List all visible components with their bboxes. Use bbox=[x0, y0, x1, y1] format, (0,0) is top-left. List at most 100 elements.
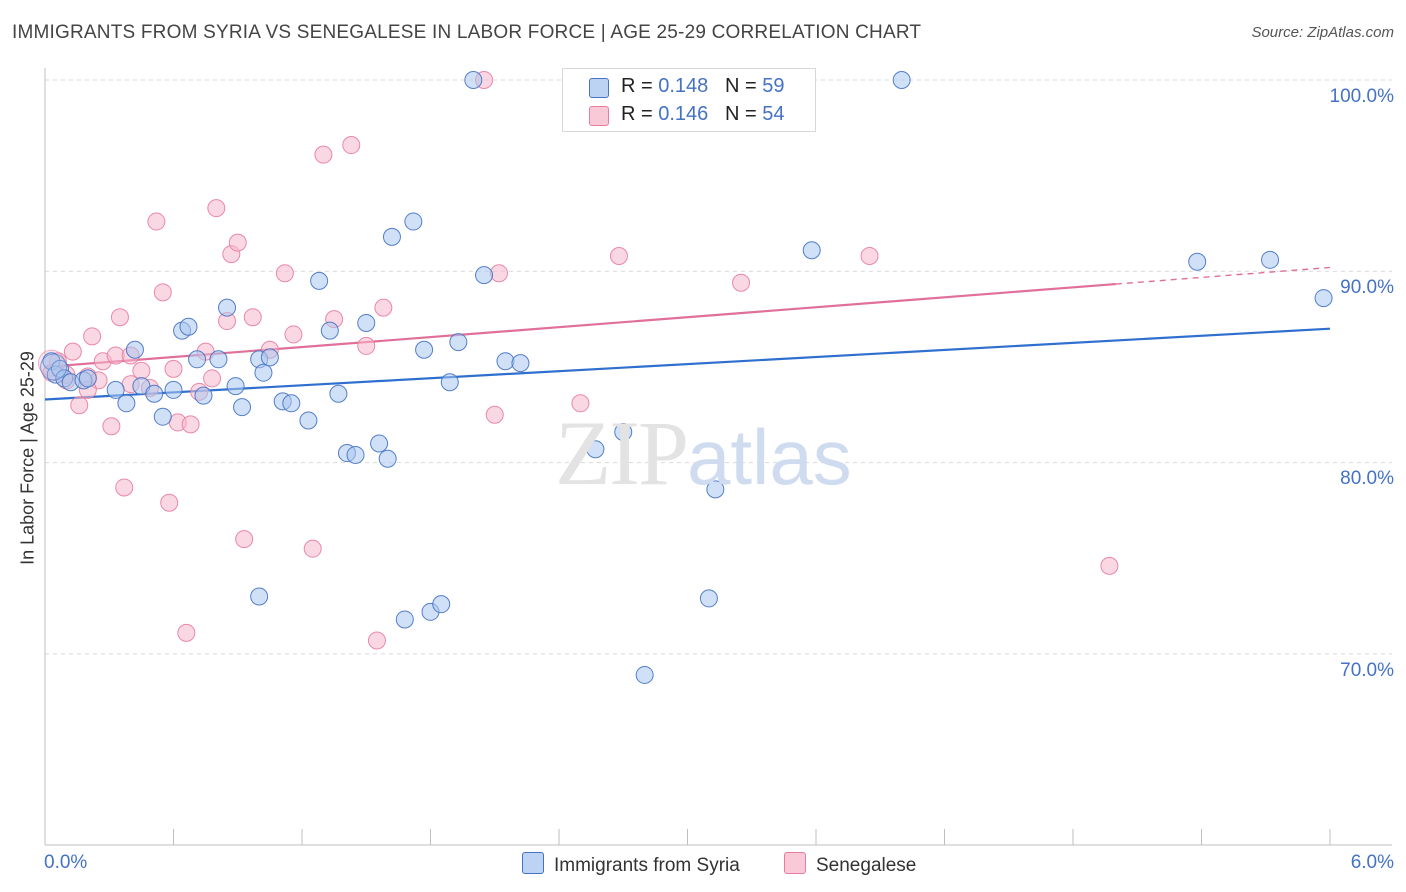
senegalese-point bbox=[147, 212, 166, 231]
syria-point bbox=[188, 350, 207, 369]
legend-n-label: N = bbox=[724, 103, 757, 125]
bottom-legend-syria: Immigrants from Syria bbox=[522, 852, 740, 877]
syria-point bbox=[164, 380, 183, 399]
syria-point bbox=[449, 333, 468, 352]
syria-point bbox=[464, 71, 483, 89]
senegalese-point bbox=[571, 394, 590, 413]
senegalese-point bbox=[342, 136, 361, 155]
syria-point bbox=[475, 266, 494, 285]
syria-point bbox=[145, 384, 164, 403]
syria-point bbox=[329, 384, 348, 403]
syria-point bbox=[586, 440, 605, 459]
senegalese-point bbox=[181, 415, 200, 434]
axes bbox=[44, 68, 1392, 846]
syria-point bbox=[635, 665, 654, 684]
syria-point bbox=[282, 394, 301, 413]
senegalese-point bbox=[485, 405, 504, 424]
senegalese-point bbox=[1100, 556, 1119, 575]
legend-n-label: N = bbox=[724, 75, 757, 97]
syria-point bbox=[357, 313, 376, 332]
senegalese-point bbox=[132, 361, 151, 380]
senegalese-point bbox=[284, 325, 303, 344]
x-tick-label-max: 6.0% bbox=[1350, 852, 1394, 873]
syria-point bbox=[802, 241, 821, 260]
syria-point bbox=[218, 298, 237, 317]
syria-point bbox=[614, 422, 633, 441]
syria-point bbox=[194, 386, 213, 405]
senegalese-point bbox=[357, 336, 376, 355]
senegalese-point bbox=[164, 359, 183, 378]
senegalese-point bbox=[860, 246, 879, 265]
syria-point bbox=[432, 595, 451, 614]
syria-point bbox=[254, 363, 273, 382]
syria-point bbox=[299, 411, 318, 430]
trendline-syria bbox=[44, 327, 1331, 401]
legend-n-value-syria: 59 bbox=[762, 75, 785, 97]
syria-cluster-point bbox=[40, 353, 68, 381]
senegalese-point bbox=[70, 396, 89, 415]
chart-source: Source: ZipAtlas.com bbox=[1251, 24, 1394, 41]
syria-point bbox=[511, 354, 530, 373]
syria-point bbox=[892, 71, 911, 89]
senegalese-point bbox=[732, 273, 751, 292]
syria-point bbox=[1314, 289, 1333, 308]
legend-r-value-senegalese: 0.146 bbox=[658, 103, 709, 125]
chart-title: IMMIGRANTS FROM SYRIA VS SENEGALESE IN L… bbox=[12, 22, 922, 43]
syria-point bbox=[699, 589, 718, 608]
syria-point bbox=[125, 340, 144, 359]
syria-point bbox=[1188, 252, 1207, 271]
senegalese-point bbox=[203, 369, 222, 388]
points-immigrants-from-syria bbox=[40, 71, 1333, 684]
legend-swatch-senegalese bbox=[589, 106, 609, 126]
syria-point bbox=[346, 445, 365, 464]
senegalese-point bbox=[367, 631, 386, 650]
senegalese-point bbox=[102, 417, 121, 436]
senegalese-point bbox=[490, 264, 509, 283]
legend-swatch-syria bbox=[589, 78, 609, 98]
syria-point bbox=[378, 449, 397, 468]
senegalese-point bbox=[275, 264, 294, 283]
syria-point bbox=[382, 227, 401, 246]
senegalese-point bbox=[303, 539, 322, 558]
senegalese-point bbox=[177, 623, 196, 642]
bottom-legend-swatch-senegalese bbox=[784, 852, 806, 874]
bottom-legend-label-senegalese: Senegalese bbox=[816, 855, 917, 876]
senegalese-point bbox=[106, 346, 125, 365]
syria-point bbox=[370, 434, 389, 453]
syria-point bbox=[250, 587, 269, 606]
y-axis-label: In Labor Force | Age 25-29 bbox=[17, 351, 38, 565]
syria-point bbox=[78, 369, 97, 388]
legend-r-value-syria: 0.148 bbox=[658, 75, 709, 97]
y-tick-label-80: 80.0% bbox=[1340, 468, 1394, 489]
watermark-zip: ZIP bbox=[555, 402, 689, 504]
syria-point bbox=[310, 271, 329, 290]
trendline-senegalese bbox=[44, 266, 1331, 369]
trendline-senegalese-dashed bbox=[1115, 266, 1331, 285]
y-tick-label-90: 90.0% bbox=[1340, 277, 1394, 298]
syria-point bbox=[404, 212, 423, 231]
senegalese-point bbox=[207, 199, 226, 218]
senegalese-point bbox=[160, 493, 179, 512]
gridlines bbox=[45, 79, 1392, 655]
syria-point bbox=[233, 398, 252, 417]
y-tick-label-70: 70.0% bbox=[1340, 660, 1394, 681]
watermark-atlas: atlas bbox=[687, 413, 852, 501]
syria-point bbox=[1261, 250, 1280, 269]
x-tick-label-min: 0.0% bbox=[44, 852, 88, 873]
y-tick-label-100: 100.0% bbox=[1329, 86, 1394, 107]
syria-point bbox=[260, 348, 279, 367]
bottom-legend-swatch-syria bbox=[522, 852, 544, 874]
bottom-legend-senegalese: Senegalese bbox=[784, 852, 916, 877]
senegalese-point bbox=[235, 530, 254, 549]
senegalese-point bbox=[63, 342, 82, 361]
legend-r-label: R = bbox=[621, 103, 653, 125]
syria-point bbox=[440, 373, 459, 392]
syria-point bbox=[395, 610, 414, 629]
bottom-legend-label-syria: Immigrants from Syria bbox=[554, 855, 740, 876]
syria-point bbox=[706, 480, 725, 499]
syria-point bbox=[496, 352, 515, 371]
syria-point bbox=[320, 321, 339, 340]
senegalese-point bbox=[115, 478, 134, 497]
syria-point bbox=[415, 340, 434, 359]
